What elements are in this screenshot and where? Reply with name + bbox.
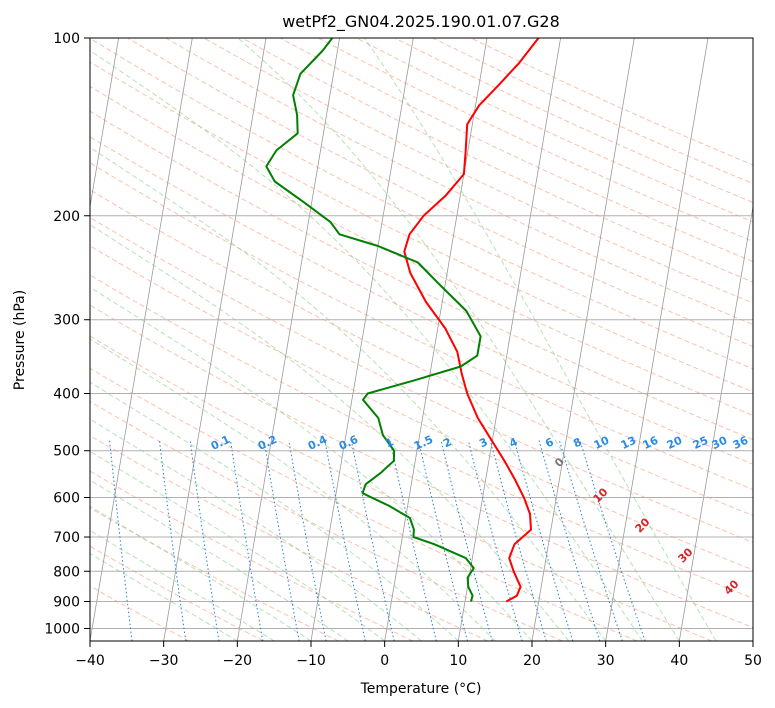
mixing-ratio-line (324, 440, 366, 641)
mixing-ratio-label: 10 (592, 434, 612, 452)
chart-title: wetPf2_GN04.2025.190.01.07.G28 (282, 12, 560, 32)
isotherm-line (752, 638, 753, 641)
background-lines (90, 38, 753, 641)
dry-adiabat-line (90, 136, 753, 465)
x-axis-label: Temperature (°C) (360, 681, 482, 697)
x-tick-label: −30 (149, 653, 179, 669)
dry-adiabat-line (90, 435, 488, 641)
dry-adiabat-line (90, 216, 753, 544)
mixing-ratio-line (513, 440, 574, 641)
x-tick-label: 50 (744, 653, 762, 669)
isotherm-line (605, 38, 709, 641)
moist-adiabat-line (90, 450, 385, 641)
x-tick-label: −40 (75, 653, 105, 669)
y-tick-label: 300 (53, 313, 80, 329)
dry-adiabat-line (90, 245, 753, 571)
mixing-ratio-line (350, 440, 395, 641)
y-axis-label: Pressure (hPa) (12, 290, 28, 390)
moist-adiabat-line (237, 38, 680, 641)
mixing-ratio-line (158, 440, 187, 641)
moist-adiabat-line (363, 38, 717, 641)
dry-adiabat-line (90, 274, 753, 599)
mixing-ratio-line (288, 440, 327, 641)
x-tick-label: 20 (523, 653, 541, 669)
x-tick-label: −20 (223, 653, 253, 669)
y-tick-label: 400 (53, 387, 80, 403)
mixing-ratio-line (467, 440, 523, 641)
y-tick-label: 1000 (44, 621, 80, 637)
y-tick-label: 900 (53, 594, 80, 610)
mixing-ratio-line (489, 440, 547, 641)
y-tick-label: 700 (53, 530, 80, 546)
mixing-ratio-line (440, 440, 493, 641)
dewpoint-profile-line (265, 38, 482, 602)
isotherm-line (678, 204, 753, 641)
isotherm-line (310, 38, 414, 641)
x-tick-label: 40 (670, 653, 688, 669)
isotherm-line (163, 38, 267, 641)
moist-adiabat-line (90, 50, 643, 641)
y-tick-label: 500 (53, 444, 80, 460)
moist-adiabat-line (90, 529, 275, 641)
y-tick-label: 200 (53, 209, 80, 225)
isotherm-line (90, 38, 193, 641)
moist-adiabat-line (90, 553, 238, 641)
mixing-ratio-label: 20 (665, 434, 685, 452)
isotherm-line (384, 38, 488, 641)
dry-adiabat-line (203, 38, 753, 304)
moist-adiabat-line (90, 418, 422, 641)
moist-adiabat-line (90, 286, 533, 641)
dry-adiabat-line (90, 545, 264, 641)
moist-adiabat-line (90, 479, 349, 641)
x-tick-label: −10 (296, 653, 326, 669)
plot-frame (89, 37, 754, 642)
mixing-ratio-line (189, 440, 220, 641)
dry-adiabat-line (241, 38, 753, 283)
profile-lines (265, 38, 540, 603)
dry-adiabat-line (90, 85, 753, 416)
dry-adiabat-line (90, 367, 638, 641)
mixing-ratio-line (389, 440, 437, 641)
moist-adiabat-line (90, 338, 496, 641)
isotherm-line (90, 38, 119, 209)
mixing-ratio-label: 30 (710, 434, 730, 452)
isotherm-line (236, 38, 340, 641)
mixing-ratio-line (558, 440, 623, 641)
y-axis: 100 200 300 400 500 600 700 800 900 1000 (44, 31, 90, 637)
mixing-ratio-line (417, 440, 468, 641)
dry-adiabat-line (90, 400, 563, 641)
isotherm-line (457, 38, 561, 641)
x-tick-label: 0 (380, 653, 389, 669)
y-tick-label: 800 (53, 564, 80, 580)
dry-adiabat-line (90, 162, 753, 491)
moist-adiabat-line (90, 146, 607, 641)
temperature-profile-line (403, 38, 540, 603)
mixing-ratio-line (230, 440, 264, 641)
x-tick-label: 30 (597, 653, 615, 669)
mixing-ratio-label: 36 (731, 434, 751, 452)
x-axis: −40 −30 −20 −10 0 10 20 30 40 50 (75, 641, 762, 669)
isotherm-line (531, 38, 635, 641)
mixing-ratio-line (538, 440, 601, 641)
x-tick-label: 10 (449, 653, 467, 669)
y-tick-label: 100 (53, 31, 80, 47)
dry-adiabat-line (90, 110, 753, 441)
mixing-ratio-line (263, 440, 300, 641)
y-tick-label: 600 (53, 490, 80, 506)
dry-adiabat-line (90, 335, 712, 641)
mixing-ratio-label: 25 (691, 434, 710, 452)
dry-adiabat-line (90, 507, 339, 641)
plot-background (90, 38, 753, 641)
mixing-ratio-line (109, 440, 133, 641)
mixing-ratio-label: 13 (619, 434, 638, 452)
dry-adiabat-line (90, 304, 753, 629)
mixing-ratio-label: 16 (641, 434, 661, 452)
